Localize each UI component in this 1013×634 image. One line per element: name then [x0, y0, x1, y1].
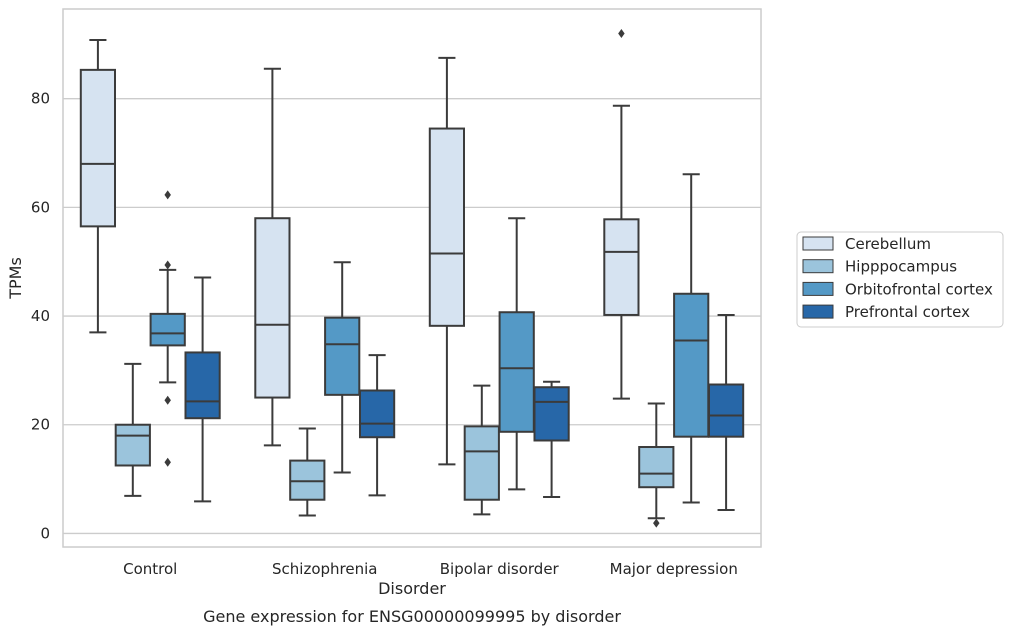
- x-tick-label: Major depression: [610, 560, 738, 578]
- legend-swatch: [802, 259, 834, 274]
- y-tick-label: 60: [31, 198, 50, 216]
- box-cerebellum: [603, 28, 640, 400]
- box-hipppocampus: [638, 402, 675, 528]
- iqr-box: [533, 386, 570, 442]
- legend-label: Prefrontal cortex: [845, 303, 970, 321]
- box-hipppocampus: [289, 427, 326, 517]
- box-orbitofrontal-cortex: [324, 261, 361, 474]
- box-prefrontal-cortex: [358, 354, 396, 497]
- legend: Cerebellum Hipppocampus Orbitofrontal cort…: [796, 231, 1004, 328]
- legend-frame: [796, 231, 1004, 328]
- legend-label: Orbitofrontal cortex: [845, 280, 993, 298]
- x-tick-label: Control: [123, 560, 177, 578]
- y-tick-label: 40: [31, 307, 50, 325]
- iqr-box: [638, 446, 675, 489]
- iqr-box: [358, 389, 396, 439]
- box-cerebellum: [428, 56, 466, 466]
- legend-swatch: [802, 304, 834, 319]
- iqr-box: [79, 68, 117, 228]
- iqr-box: [463, 425, 500, 501]
- outlier-point: [164, 190, 171, 200]
- legend-swatch: [802, 281, 834, 296]
- y-tick-label: 20: [31, 416, 50, 434]
- legend-label: Hipppocampus: [845, 258, 957, 276]
- y-axis-title: TPMs: [6, 257, 25, 300]
- iqr-box: [114, 423, 151, 467]
- box-prefrontal-cortex: [533, 380, 570, 499]
- iqr-box: [603, 218, 640, 316]
- box-hipppocampus: [463, 384, 500, 516]
- iqr-box: [184, 351, 221, 420]
- outlier-point: [653, 518, 660, 528]
- outlier-point: [164, 457, 171, 467]
- box-prefrontal-cortex: [184, 276, 221, 503]
- y-tick-labels: 0 20 40 60 80: [31, 90, 50, 543]
- box-prefrontal-cortex: [707, 313, 745, 512]
- y-tick-label: 0: [40, 524, 50, 542]
- outlier-point: [164, 395, 171, 405]
- x-axis-title: Disorder: [378, 579, 446, 598]
- legend-swatch: [802, 236, 834, 251]
- box-orbitofrontal-cortex: [673, 173, 710, 504]
- chart-caption: Gene expression for ENSG00000099995 by d…: [203, 607, 621, 626]
- x-tick-labels: Control Schizophrenia Bipolar disorder Majo…: [123, 560, 738, 578]
- iqr-box: [149, 312, 186, 347]
- outlier-point: [618, 28, 625, 38]
- plot-frame: [62, 8, 762, 548]
- legend-label: Cerebellum: [845, 235, 931, 253]
- iqr-box: [673, 292, 710, 438]
- box-orbitofrontal-cortex: [149, 190, 186, 467]
- iqr-box: [324, 316, 361, 396]
- box-groups: [79, 28, 745, 528]
- y-tick-label: 80: [31, 90, 50, 108]
- iqr-box: [254, 217, 291, 399]
- box-cerebellum: [79, 38, 117, 334]
- iqr-box: [707, 383, 745, 438]
- iqr-box: [289, 459, 326, 501]
- iqr-box: [428, 127, 466, 327]
- box-hipppocampus: [114, 362, 151, 497]
- x-tick-label: Schizophrenia: [272, 560, 377, 578]
- x-tick-label: Bipolar disorder: [440, 560, 560, 578]
- iqr-box: [498, 311, 535, 433]
- box-orbitofrontal-cortex: [498, 217, 535, 491]
- box-cerebellum: [254, 67, 291, 447]
- outlier-point: [164, 260, 171, 270]
